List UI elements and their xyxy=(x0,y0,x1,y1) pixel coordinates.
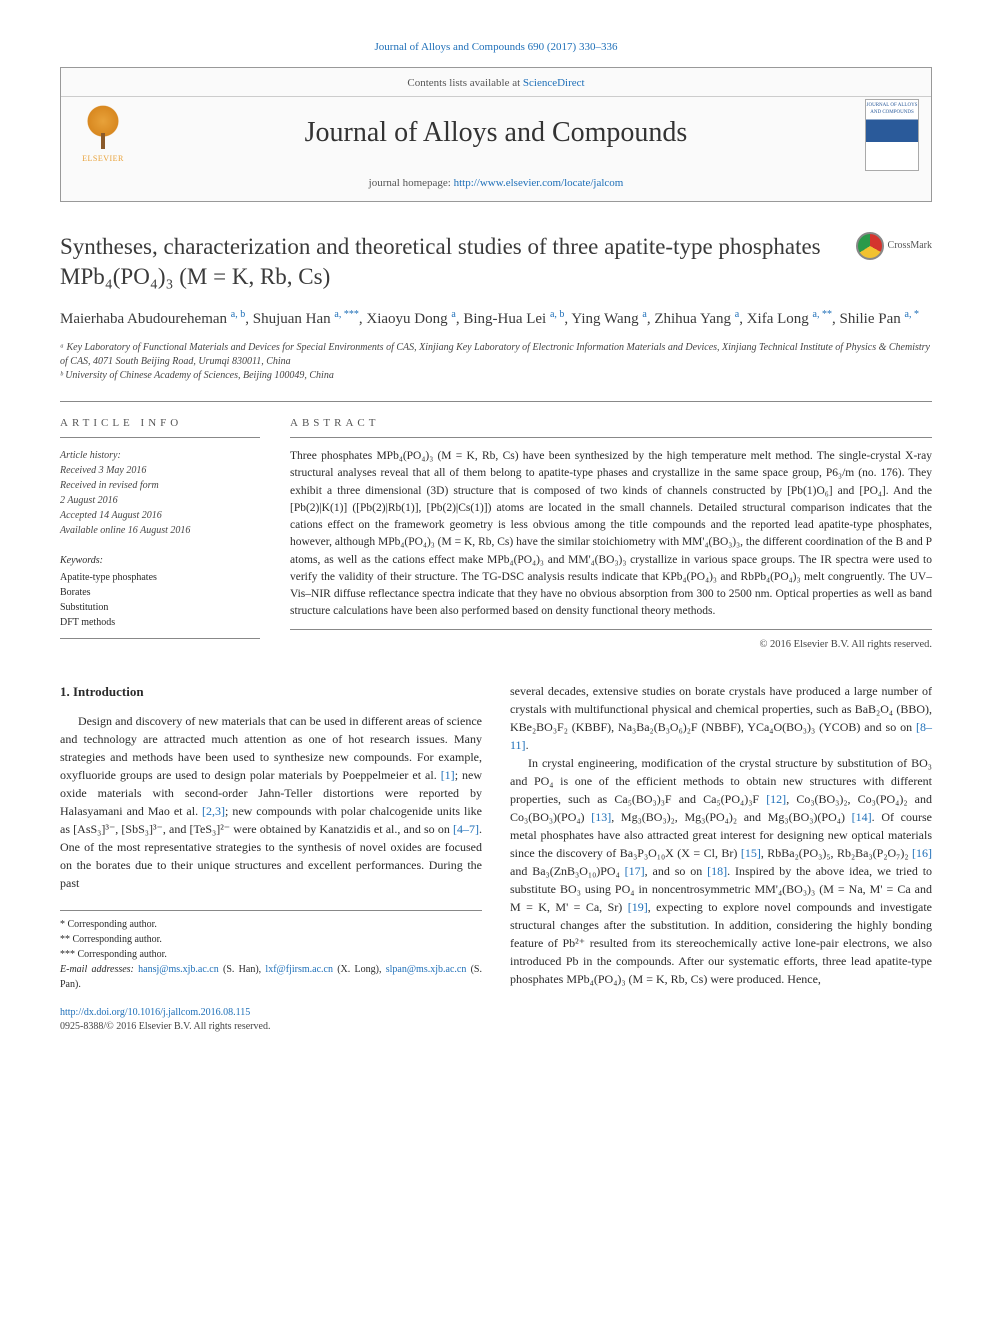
page-footer: http://dx.doi.org/10.1016/j.jallcom.2016… xyxy=(60,1006,932,1034)
abstract-copyright: © 2016 Elsevier B.V. All rights reserved… xyxy=(290,638,932,653)
body-paragraph: several decades, extensive studies on bo… xyxy=(510,682,932,754)
elsevier-logo-text: ELSEVIER xyxy=(82,153,124,164)
journal-homepage-link[interactable]: http://www.elsevier.com/locate/jalcom xyxy=(454,177,624,189)
contents-prefix: Contents lists available at xyxy=(407,77,522,89)
abstract-text: Three phosphates MPb₄(PO₄)₃ (M = K, Rb, … xyxy=(290,448,932,630)
sciencedirect-link[interactable]: ScienceDirect xyxy=(523,77,585,89)
history-line: Accepted 14 August 2016 xyxy=(60,508,260,523)
affiliation-b: ᵇ University of Chinese Academy of Scien… xyxy=(60,369,932,383)
doi-link[interactable]: http://dx.doi.org/10.1016/j.jallcom.2016… xyxy=(60,1007,250,1018)
journal-homepage-line: journal homepage: http://www.elsevier.co… xyxy=(61,168,931,201)
keyword: Substitution xyxy=(60,600,260,615)
email-addresses: E-mail addresses: hansj@ms.xjb.ac.cn (S.… xyxy=(60,962,482,992)
crossmark-icon xyxy=(856,232,884,260)
corresponding-note: * Corresponding author. xyxy=(60,917,482,932)
keyword: Apatite-type phosphates xyxy=(60,570,260,585)
article-title: Syntheses, characterization and theoreti… xyxy=(60,232,836,292)
contents-list-line: Contents lists available at ScienceDirec… xyxy=(61,68,931,96)
history-line: Available online 16 August 2016 xyxy=(60,523,260,538)
keywords-label: Keywords: xyxy=(60,554,260,568)
history-line: Received 3 May 2016 xyxy=(60,463,260,478)
homepage-prefix: journal homepage: xyxy=(369,177,454,189)
elsevier-logo: ELSEVIER xyxy=(73,100,133,170)
journal-cover-thumbnail: JOURNAL OF ALLOYS AND COMPOUNDS xyxy=(865,99,919,171)
body-paragraph: Design and discovery of new materials th… xyxy=(60,712,482,892)
crossmark-label: CrossMark xyxy=(888,239,932,253)
corresponding-note: ** Corresponding author. xyxy=(60,932,482,947)
article-info-block: ARTICLE INFO Article history: Received 3… xyxy=(60,416,260,653)
affiliations: ᵃ Key Laboratory of Functional Materials… xyxy=(60,341,932,383)
journal-header: ELSEVIER JOURNAL OF ALLOYS AND COMPOUNDS… xyxy=(60,67,932,202)
body-paragraph: In crystal engineering, modification of … xyxy=(510,754,932,988)
issn-copyright: 0925-8388/© 2016 Elsevier B.V. All right… xyxy=(60,1021,270,1032)
history-label: Article history: xyxy=(60,448,260,463)
article-info-heading: ARTICLE INFO xyxy=(60,416,260,438)
journal-name: Journal of Alloys and Compounds xyxy=(61,97,931,168)
elsevier-tree-icon xyxy=(80,105,126,151)
body-text: 1. Introduction Design and discovery of … xyxy=(60,682,932,992)
footnotes: * Corresponding author. ** Corresponding… xyxy=(60,910,482,992)
keyword: Borates xyxy=(60,585,260,600)
corresponding-note: *** Corresponding author. xyxy=(60,947,482,962)
history-line: 2 August 2016 xyxy=(60,493,260,508)
citation-line: Journal of Alloys and Compounds 690 (201… xyxy=(60,40,932,55)
section-heading-introduction: 1. Introduction xyxy=(60,682,482,702)
emails-label: E-mail addresses: xyxy=(60,964,138,975)
keyword: DFT methods xyxy=(60,615,260,630)
author-list: Maierhaba Abudoureheman a, b, Shujuan Ha… xyxy=(60,308,932,331)
abstract-heading: ABSTRACT xyxy=(290,416,932,438)
affiliation-a: ᵃ Key Laboratory of Functional Materials… xyxy=(60,341,932,369)
abstract-block: ABSTRACT Three phosphates MPb₄(PO₄)₃ (M … xyxy=(290,416,932,653)
history-line: Received in revised form xyxy=(60,478,260,493)
crossmark-badge[interactable]: CrossMark xyxy=(856,232,932,260)
